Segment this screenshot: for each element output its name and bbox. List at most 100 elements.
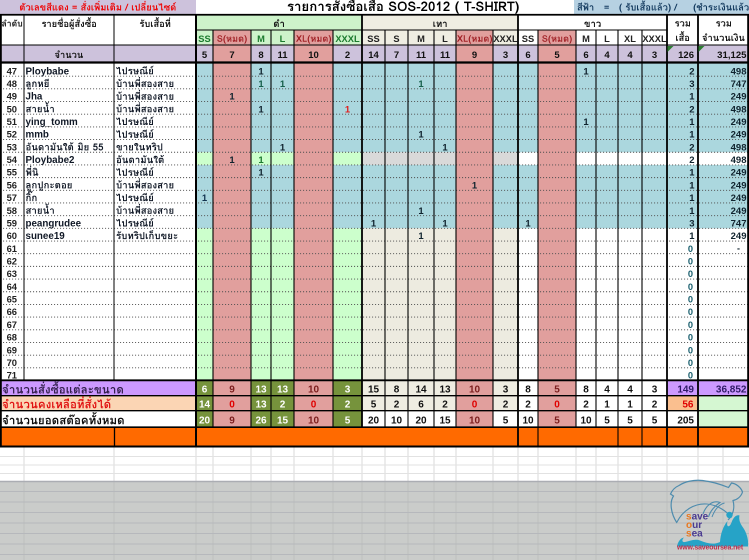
svg-text:1: 1: [418, 79, 424, 90]
svg-text:8: 8: [583, 385, 589, 396]
svg-text:63: 63: [7, 268, 17, 279]
svg-text:0: 0: [688, 307, 693, 317]
svg-text:1: 1: [689, 206, 695, 217]
svg-text:49: 49: [7, 91, 17, 102]
svg-text:747: 747: [731, 218, 747, 229]
svg-text:498: 498: [731, 66, 747, 77]
svg-text:8: 8: [258, 50, 263, 61]
svg-text:36,852: 36,852: [716, 385, 747, 396]
svg-text:L: L: [604, 34, 610, 44]
svg-text:13: 13: [255, 400, 267, 411]
svg-text:1: 1: [689, 193, 695, 204]
svg-text:13: 13: [255, 385, 267, 396]
svg-text:ying_tomm: ying_tomm: [26, 117, 79, 128]
svg-text:0: 0: [688, 320, 693, 330]
svg-text:XXXL: XXXL: [493, 34, 518, 44]
svg-text:67: 67: [7, 319, 17, 330]
svg-text:www.saveoursea.net: www.saveoursea.net: [676, 545, 744, 552]
svg-text:7: 7: [229, 50, 234, 61]
svg-text:9: 9: [472, 50, 477, 61]
svg-text:5: 5: [604, 416, 610, 427]
svg-text:50: 50: [7, 103, 17, 114]
svg-text:1: 1: [418, 206, 424, 217]
svg-text:4: 4: [604, 385, 610, 396]
svg-text:5: 5: [627, 416, 633, 427]
svg-text:3: 3: [345, 385, 351, 396]
svg-text:60: 60: [7, 230, 17, 241]
svg-text:2: 2: [652, 400, 658, 411]
svg-text:1: 1: [280, 142, 286, 153]
svg-text:5: 5: [554, 50, 560, 61]
svg-text:249: 249: [731, 92, 747, 103]
svg-text:5: 5: [371, 400, 377, 411]
svg-text:2: 2: [689, 66, 694, 77]
svg-text:1: 1: [689, 180, 695, 191]
svg-text:0: 0: [554, 400, 560, 411]
svg-text:26: 26: [255, 416, 267, 427]
svg-text:save: save: [686, 512, 709, 523]
svg-text:1: 1: [604, 400, 610, 411]
svg-text:62: 62: [7, 256, 17, 267]
svg-text:S: S: [393, 34, 399, 44]
svg-text:2: 2: [525, 400, 531, 411]
svg-text:10: 10: [391, 416, 403, 427]
svg-text:51: 51: [7, 116, 17, 127]
svg-text:1: 1: [280, 79, 286, 90]
svg-text:15: 15: [439, 416, 451, 427]
svg-text:5: 5: [554, 416, 560, 427]
svg-text:Ploybabe2: Ploybabe2: [26, 155, 76, 166]
svg-text:10: 10: [308, 385, 320, 396]
svg-text:1: 1: [689, 231, 695, 242]
svg-text:52: 52: [7, 129, 17, 140]
svg-text:M: M: [417, 34, 425, 44]
svg-text:1: 1: [258, 104, 264, 115]
svg-text:14: 14: [368, 50, 379, 61]
svg-text:2: 2: [345, 50, 350, 61]
svg-text:1: 1: [472, 180, 478, 191]
svg-text:15: 15: [368, 385, 380, 396]
svg-text:XL: XL: [624, 34, 636, 44]
svg-text:14: 14: [415, 385, 427, 396]
svg-text:48: 48: [7, 78, 17, 89]
svg-text:sunee19: sunee19: [26, 231, 66, 242]
svg-text:149: 149: [677, 385, 694, 396]
svg-text:10: 10: [469, 416, 481, 427]
svg-text:249: 249: [731, 130, 747, 141]
svg-text:Ploybabe: Ploybabe: [26, 66, 70, 77]
svg-text:XXXL: XXXL: [642, 34, 667, 44]
svg-text:13: 13: [439, 385, 451, 396]
svg-text:sea: sea: [686, 529, 703, 540]
svg-text:0: 0: [472, 400, 478, 411]
svg-text:2: 2: [689, 155, 694, 166]
svg-text:0: 0: [688, 358, 693, 368]
svg-text:70: 70: [7, 357, 17, 368]
svg-text:249: 249: [731, 168, 747, 179]
svg-text:56: 56: [7, 179, 17, 190]
svg-text:1: 1: [258, 66, 264, 77]
svg-text:peangrudee: peangrudee: [26, 218, 82, 229]
svg-text:20: 20: [415, 416, 427, 427]
svg-text:249: 249: [731, 231, 747, 242]
svg-text:XXXL: XXXL: [335, 34, 360, 44]
svg-text:6: 6: [525, 50, 530, 61]
svg-text:M: M: [257, 34, 265, 44]
svg-text:0: 0: [688, 345, 693, 355]
svg-text:249: 249: [731, 206, 747, 217]
svg-text:0: 0: [688, 333, 693, 343]
svg-text:10: 10: [522, 416, 534, 427]
svg-text:47: 47: [7, 65, 17, 76]
svg-text:13: 13: [277, 385, 289, 396]
svg-text:4: 4: [627, 50, 633, 61]
svg-text:1: 1: [583, 117, 589, 128]
svg-text:66: 66: [7, 306, 17, 317]
svg-text:11: 11: [277, 50, 288, 61]
svg-text:2: 2: [280, 400, 286, 411]
svg-text:our: our: [686, 520, 702, 531]
svg-text:1: 1: [689, 130, 695, 141]
svg-text:1: 1: [258, 155, 264, 166]
svg-text:L: L: [280, 34, 286, 44]
svg-text:11: 11: [440, 50, 451, 61]
svg-text:1: 1: [371, 218, 377, 229]
svg-text:1: 1: [442, 142, 448, 153]
svg-text:1: 1: [418, 231, 424, 242]
